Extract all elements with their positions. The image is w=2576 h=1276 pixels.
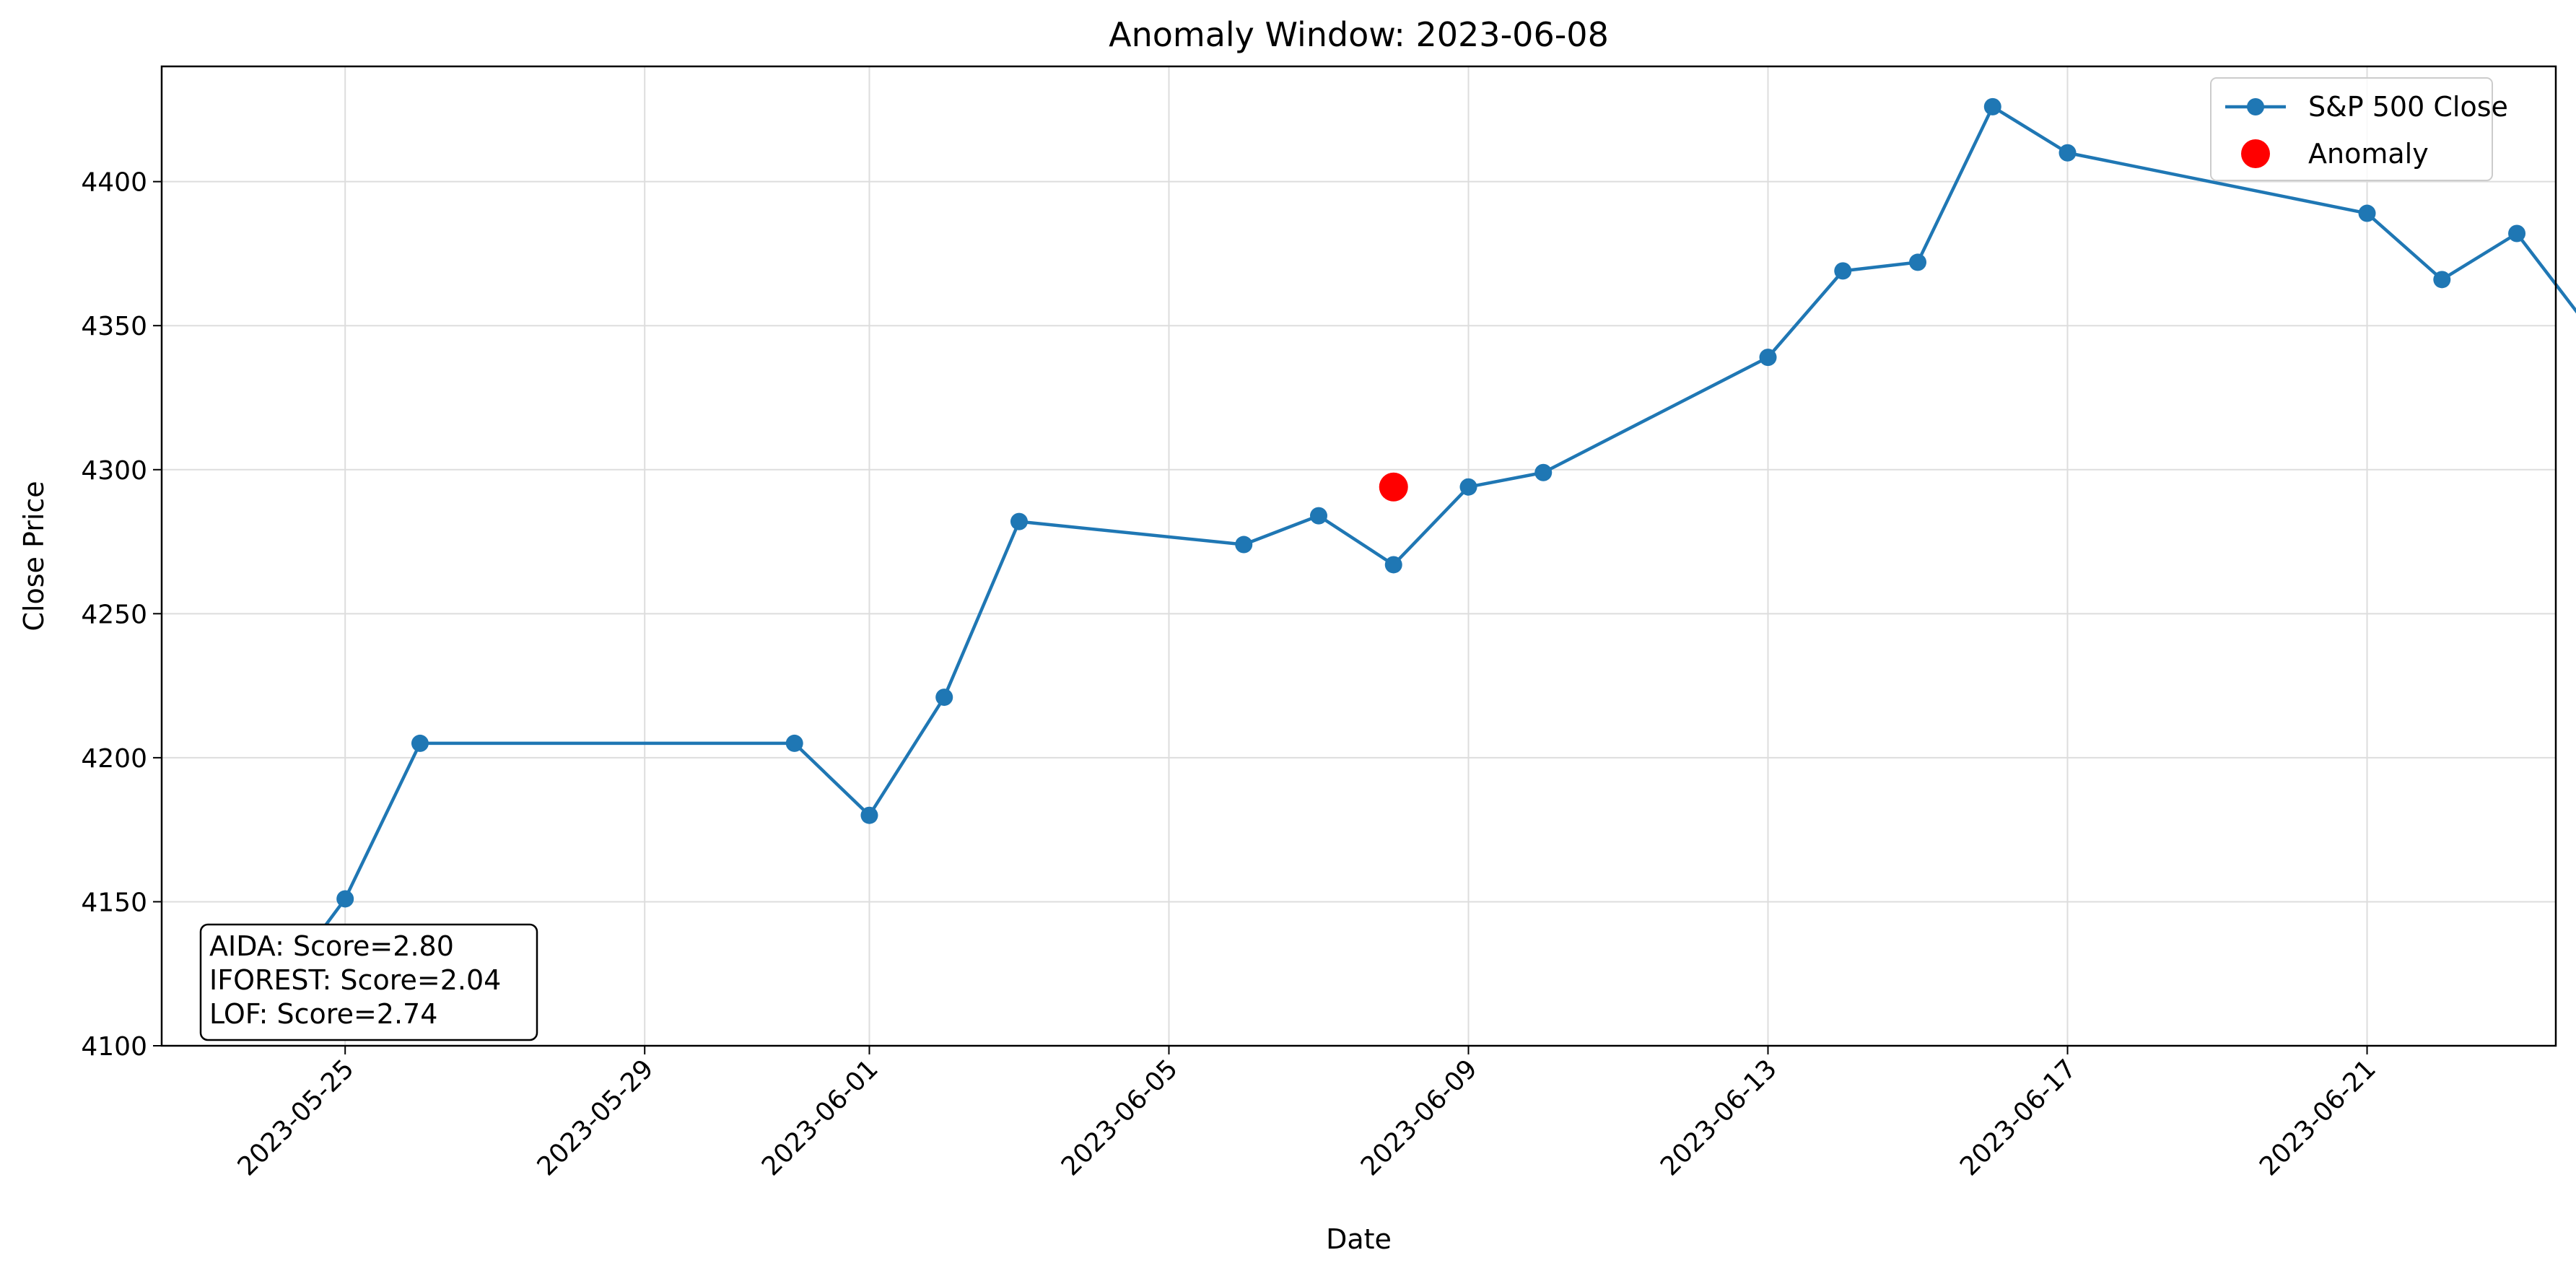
data-point	[1834, 262, 1852, 280]
data-point	[1384, 556, 1402, 574]
data-point	[1909, 253, 1927, 271]
legend-label-anomaly: Anomaly	[2308, 138, 2429, 170]
y-tick-label: 4350	[81, 312, 147, 341]
y-tick-label: 4200	[81, 744, 147, 774]
data-point	[1983, 97, 2001, 115]
data-point	[785, 734, 803, 752]
data-point	[336, 890, 354, 908]
annotation-line: LOF: Score=2.74	[209, 998, 437, 1030]
y-tick-label: 4300	[81, 456, 147, 486]
annotation-line: IFOREST: Score=2.04	[209, 964, 501, 996]
series-layer	[261, 97, 2576, 1009]
data-point	[1459, 478, 1477, 496]
chart-title: Anomaly Window: 2023-06-08	[1109, 15, 1609, 54]
data-point	[1010, 512, 1028, 530]
data-point	[1759, 349, 1777, 367]
data-point	[1235, 536, 1253, 554]
annotation-line: AIDA: Score=2.80	[209, 930, 454, 962]
data-point	[2433, 271, 2451, 289]
data-point	[1309, 507, 1327, 525]
anomaly-point	[1379, 472, 1408, 502]
y-tick-label: 4100	[81, 1032, 147, 1062]
y-tick-label: 4400	[81, 168, 147, 198]
legend: S&P 500 Close Anomaly	[2210, 77, 2508, 181]
data-point	[2508, 224, 2526, 242]
legend-marker-sp500-close	[2247, 98, 2264, 115]
legend-marker-anomaly	[2241, 139, 2270, 168]
data-point	[1534, 463, 1553, 481]
y-axis-label: Close Price	[18, 481, 50, 631]
data-point	[935, 689, 953, 707]
y-tick-label: 4250	[81, 600, 147, 629]
data-point	[860, 806, 878, 824]
y-tick-label: 4150	[81, 888, 147, 917]
legend-label-sp500-close: S&P 500 Close	[2308, 91, 2508, 123]
annotation-box	[199, 923, 538, 1041]
x-axis-label: Date	[1326, 1223, 1392, 1255]
data-point	[2058, 144, 2077, 162]
data-point	[2358, 204, 2376, 222]
plot-frame	[160, 65, 2557, 1047]
data-point	[411, 734, 429, 752]
grid	[162, 66, 2556, 1046]
legend-box	[2210, 77, 2493, 181]
